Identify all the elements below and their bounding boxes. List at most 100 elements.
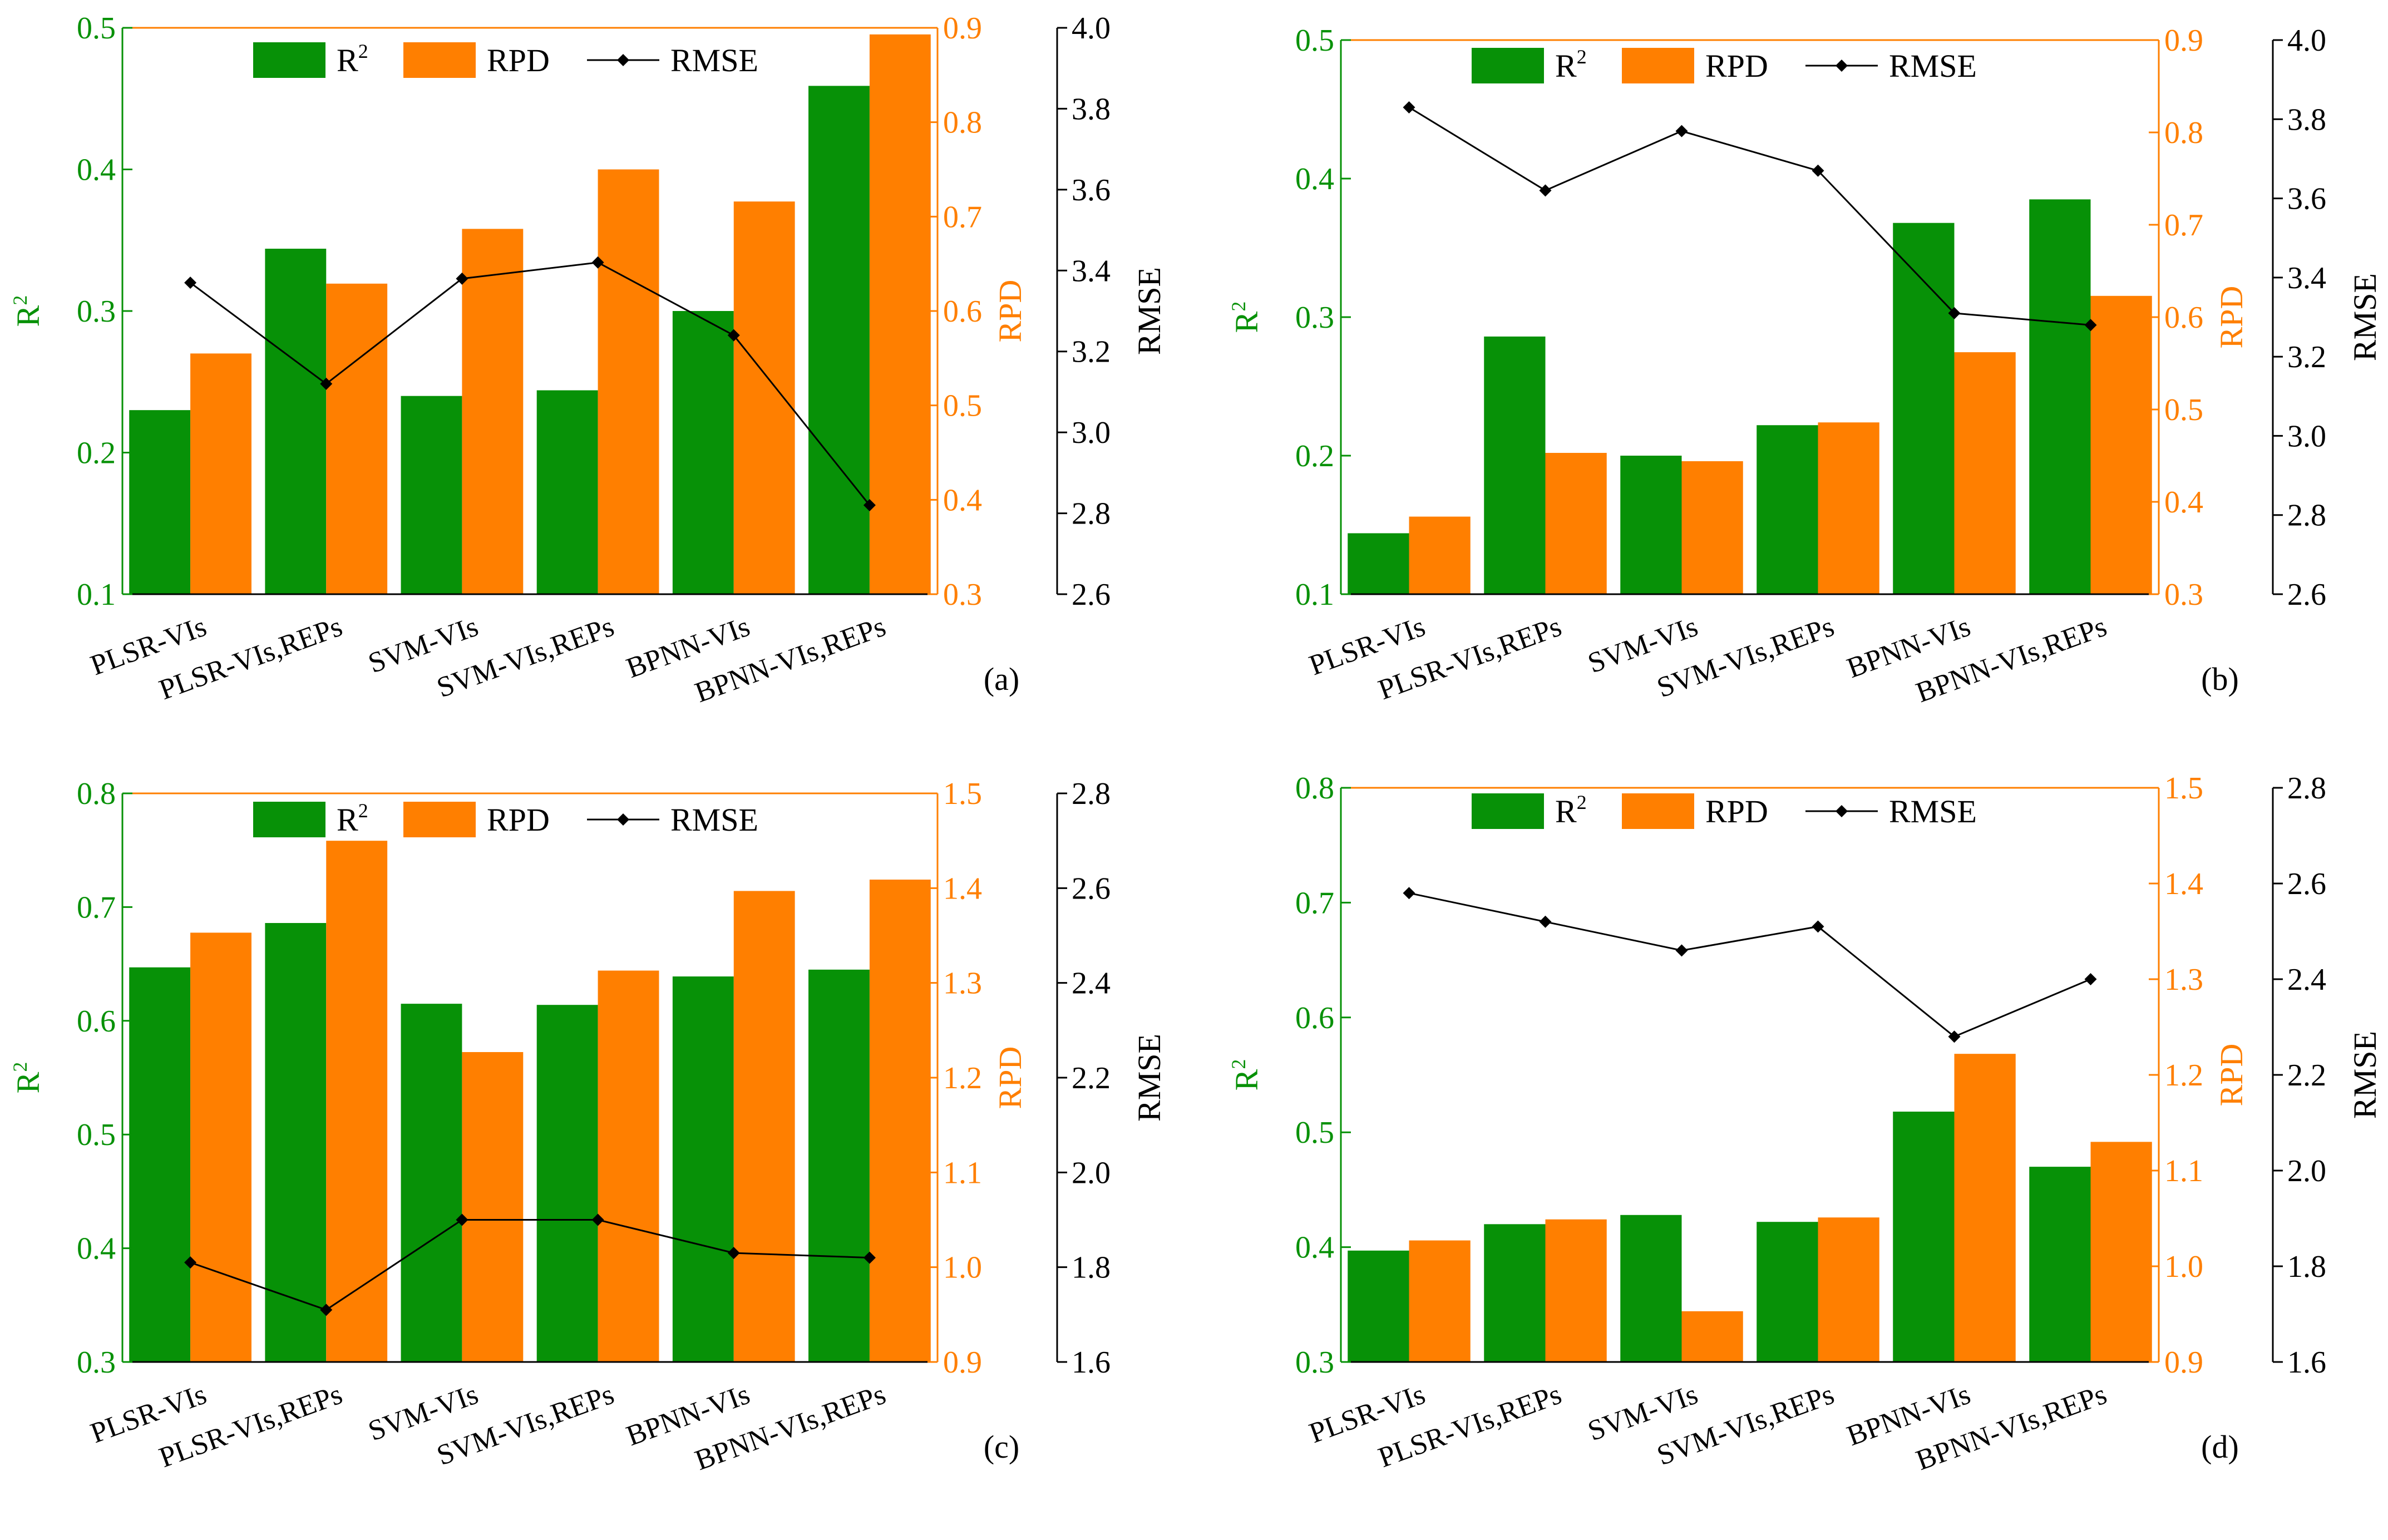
far-right-tick-label: 2.6 bbox=[1072, 871, 1111, 906]
rpd-bar bbox=[462, 1052, 524, 1362]
legend-r2-label: R2 bbox=[1555, 46, 1587, 84]
r2-bar bbox=[1484, 336, 1546, 594]
right-tick-label: 1.2 bbox=[2164, 1058, 2203, 1093]
legend-rpd-swatch bbox=[1622, 48, 1694, 83]
left-tick-label: 0.8 bbox=[77, 777, 116, 811]
legend-r2-label: R2 bbox=[337, 40, 368, 78]
legend-rpd-label: RPD bbox=[487, 42, 550, 78]
rpd-bar bbox=[190, 353, 251, 594]
right-tick-label: 0.7 bbox=[943, 200, 982, 234]
left-tick-label: 0.3 bbox=[1295, 300, 1334, 335]
left-tick-label: 0.4 bbox=[1295, 1231, 1334, 1265]
far-right-tick-label: 3.2 bbox=[1072, 335, 1111, 369]
panel-label: (a) bbox=[984, 661, 1019, 697]
rmse-point bbox=[1675, 944, 1688, 957]
r2-bar bbox=[536, 390, 598, 594]
chart-panel-d: 0.3 0.4 0.5 0.6 0.7 0.8 0.9 1.0 1.1 1.2 1.3 1.4 1.5 1… bbox=[1227, 771, 2383, 1477]
r2-bar bbox=[672, 976, 734, 1362]
legend-rmse-marker bbox=[1836, 805, 1848, 817]
r2-bar bbox=[1348, 533, 1409, 594]
far-right-axis-title: RMSE bbox=[1131, 267, 1167, 355]
rpd-bar bbox=[462, 229, 524, 594]
rmse-point bbox=[727, 329, 740, 342]
rmse-line bbox=[1409, 892, 2091, 1038]
left-tick-label: 0.1 bbox=[77, 578, 116, 612]
right-tick-label: 0.6 bbox=[943, 294, 982, 329]
rmse-point bbox=[1948, 307, 1961, 319]
far-right-tick-label: 3.8 bbox=[2287, 102, 2326, 137]
rpd-bar bbox=[733, 201, 795, 595]
rpd-bar bbox=[2090, 1142, 2152, 1362]
far-right-tick-label: 3.8 bbox=[1072, 92, 1111, 126]
rmse-line bbox=[190, 261, 871, 506]
r2-bar bbox=[808, 969, 870, 1362]
right-tick-label: 1.2 bbox=[943, 1061, 982, 1095]
left-tick-label: 0.1 bbox=[1295, 578, 1334, 612]
left-tick-label: 0.3 bbox=[77, 294, 116, 329]
left-tick-label: 0.8 bbox=[1295, 771, 1334, 806]
rmse-point bbox=[2084, 973, 2097, 985]
r2-bar bbox=[129, 410, 191, 594]
rmse-point bbox=[591, 1213, 604, 1226]
left-tick-label: 0.4 bbox=[77, 1232, 116, 1266]
left-tick-label: 0.5 bbox=[77, 1118, 116, 1152]
right-tick-label: 0.4 bbox=[943, 483, 982, 517]
legend: R2 RPD RMSE bbox=[253, 40, 758, 78]
legend: R2 RPD RMSE bbox=[1472, 46, 1977, 84]
right-tick-label: 0.4 bbox=[2164, 485, 2203, 520]
right-tick-label: 0.9 bbox=[943, 1345, 982, 1380]
far-right-tick-label: 2.2 bbox=[1072, 1061, 1111, 1095]
rmse-point bbox=[1812, 920, 1824, 933]
r2-bar bbox=[1348, 1250, 1409, 1362]
far-right-axis-title: RMSE bbox=[2347, 273, 2383, 361]
rpd-bar bbox=[2090, 295, 2152, 594]
r2-bar bbox=[401, 1004, 462, 1362]
left-axis-title: R2 bbox=[9, 295, 46, 327]
rpd-bar bbox=[1954, 352, 2016, 594]
legend-rpd-label: RPD bbox=[487, 802, 550, 838]
far-right-tick-label: 2.8 bbox=[1072, 777, 1111, 811]
left-axis-title: R2 bbox=[1227, 302, 1265, 333]
legend-rpd-swatch bbox=[403, 802, 476, 837]
r2-bar bbox=[672, 311, 734, 594]
far-right-tick-label: 2.2 bbox=[2287, 1058, 2326, 1093]
rpd-bar bbox=[1681, 1311, 1743, 1362]
legend-rpd-label: RPD bbox=[1705, 48, 1768, 84]
rmse-point bbox=[1403, 887, 1415, 900]
right-tick-label: 0.9 bbox=[2164, 23, 2203, 58]
rpd-bar bbox=[1818, 422, 1879, 594]
r2-bar bbox=[265, 249, 327, 594]
rpd-bar bbox=[1409, 1240, 1471, 1362]
legend-rmse-label: RMSE bbox=[670, 802, 758, 838]
far-right-tick-label: 2.6 bbox=[2287, 867, 2326, 901]
right-axis-title: RPD bbox=[992, 280, 1028, 343]
far-right-tick-label: 2.8 bbox=[2287, 498, 2326, 533]
r2-bar bbox=[536, 1005, 598, 1362]
right-axis-title: RPD bbox=[2213, 1044, 2249, 1107]
left-tick-label: 0.5 bbox=[77, 11, 116, 46]
legend-r2-label: R2 bbox=[1555, 791, 1587, 830]
r2-bar bbox=[1484, 1224, 1546, 1362]
right-tick-label: 1.4 bbox=[943, 871, 982, 906]
left-tick-label: 0.3 bbox=[77, 1345, 116, 1380]
panel-label: (b) bbox=[2201, 661, 2239, 697]
legend-r2-label: R2 bbox=[337, 799, 368, 838]
far-right-tick-label: 2.0 bbox=[2287, 1154, 2326, 1188]
far-right-tick-label: 2.4 bbox=[1072, 966, 1111, 1001]
rmse-point bbox=[456, 1213, 468, 1226]
right-tick-label: 1.4 bbox=[2164, 867, 2203, 901]
far-right-tick-label: 4.0 bbox=[1072, 11, 1111, 46]
right-tick-label: 0.8 bbox=[2164, 116, 2203, 150]
left-tick-label: 0.4 bbox=[77, 153, 116, 187]
rmse-point bbox=[456, 272, 468, 285]
chart-panel-c: 0.3 0.4 0.5 0.6 0.7 0.8 0.9 1.0 1.1 1.2 1.3 1.4 1.5 1… bbox=[9, 777, 1167, 1477]
legend: R2 RPD RMSE bbox=[1472, 791, 1977, 830]
far-right-tick-label: 2.8 bbox=[2287, 771, 2326, 806]
r2-bar bbox=[1757, 1222, 1818, 1362]
rpd-bar bbox=[326, 841, 388, 1362]
far-right-axis-title: RMSE bbox=[1131, 1034, 1167, 1122]
r2-bar bbox=[2029, 199, 2091, 595]
right-tick-label: 1.1 bbox=[943, 1156, 982, 1190]
far-right-tick-label: 2.0 bbox=[1072, 1156, 1111, 1190]
left-tick-label: 0.4 bbox=[1295, 162, 1334, 196]
